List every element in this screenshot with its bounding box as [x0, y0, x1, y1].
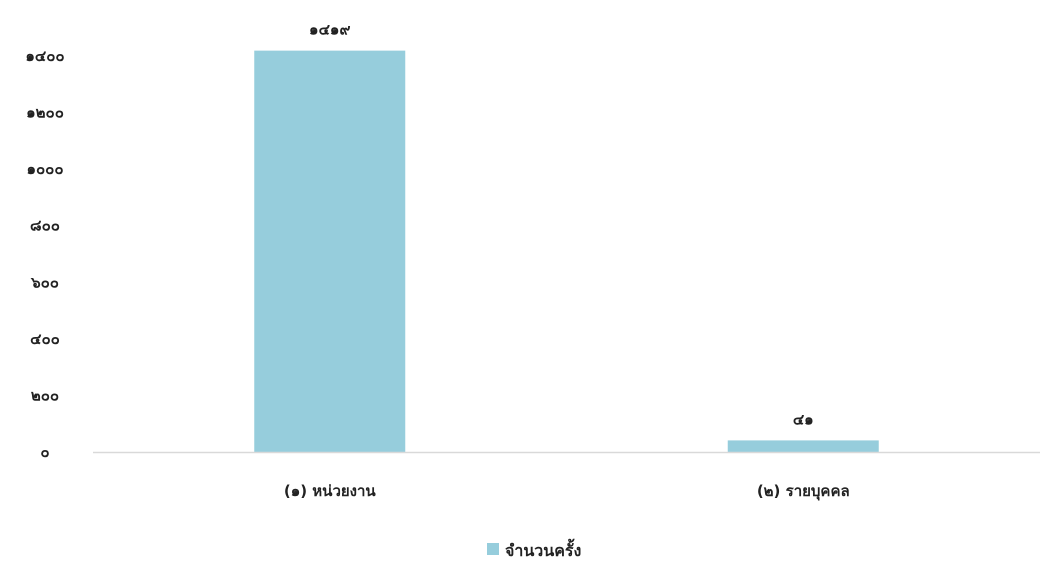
- y-tick-label: ๑๐๐๐: [27, 160, 64, 178]
- x-axis-category-labels: (๑) หน่วยงาน (๒) รายบุคคล: [284, 482, 850, 501]
- bar-data-label: ๑๔๑๙: [309, 21, 350, 39]
- x-category-label: (๒) รายบุคคล: [757, 482, 850, 501]
- y-tick-label: ๒๐๐: [31, 386, 59, 404]
- y-tick-label: ๘๐๐: [30, 217, 60, 235]
- y-tick-label: ๖๐๐: [30, 273, 59, 291]
- y-tick-label: ๐: [40, 443, 49, 461]
- bar-data-label: ๔๑: [793, 410, 814, 428]
- x-category-label: (๑) หน่วยงาน: [284, 482, 377, 500]
- legend-swatch: [487, 543, 499, 555]
- bar: [727, 440, 879, 452]
- y-tick-label: ๑๒๐๐: [26, 104, 64, 122]
- legend-label: จำนวนครั้ง: [505, 538, 581, 560]
- y-axis-tick-labels: ๐ ๒๐๐ ๔๐๐ ๖๐๐ ๘๐๐ ๑๐๐๐ ๑๒๐๐ ๑๔๐๐: [25, 47, 64, 461]
- bar: [254, 50, 406, 453]
- y-tick-label: ๔๐๐: [30, 330, 60, 348]
- bars: [254, 50, 879, 453]
- y-tick-label: ๑๔๐๐: [25, 47, 64, 65]
- legend: จำนวนครั้ง: [487, 538, 581, 560]
